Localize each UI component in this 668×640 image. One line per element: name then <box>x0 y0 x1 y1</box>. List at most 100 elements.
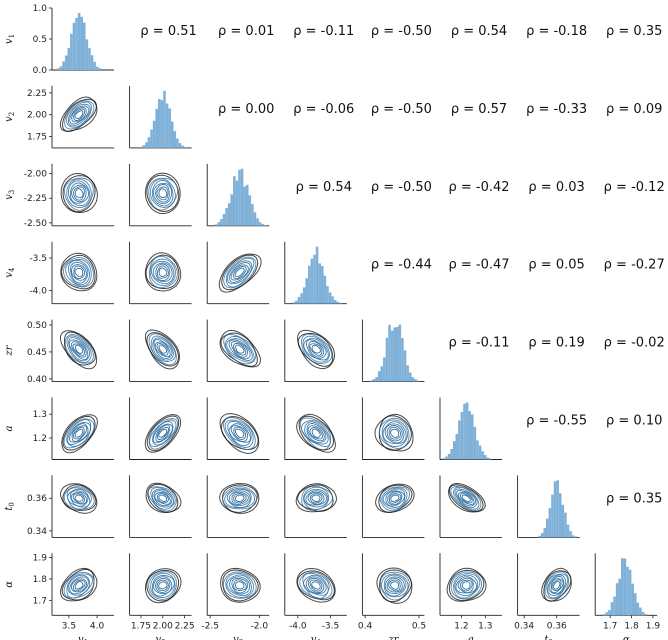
histogram-bar <box>385 337 389 382</box>
y-tick-label: 0.34 <box>27 527 47 537</box>
y-tick-label: 1.7 <box>33 596 47 606</box>
kde-contour <box>548 575 565 595</box>
x-tick-label: 0.36 <box>547 621 567 631</box>
histogram-panel <box>439 397 502 460</box>
contour-panel: 0.4 0.5 zr <box>358 553 426 640</box>
kde-contour <box>454 488 478 509</box>
y-tick-label: -4.0 <box>29 287 47 297</box>
correlation-label: ρ = -0.42 <box>448 180 509 195</box>
kde-contour <box>61 254 96 290</box>
kde-contour <box>231 341 249 358</box>
correlation-label: ρ = 0.10 <box>606 414 662 429</box>
contour-panel <box>284 397 347 460</box>
histogram-bar <box>220 219 223 226</box>
kde-contour <box>152 337 174 361</box>
x-tick-label: 0.4 <box>358 621 373 631</box>
histogram-bar <box>633 593 637 616</box>
kde-contour <box>387 491 403 506</box>
histogram-bar <box>305 278 309 304</box>
kde-contour <box>379 571 410 601</box>
y-axis-label: v2 <box>4 112 16 122</box>
kde-contour <box>226 260 253 285</box>
histogram-bar <box>233 176 236 226</box>
histogram-bar <box>546 518 549 538</box>
histogram-bar <box>85 39 89 70</box>
kde-contour <box>149 258 176 287</box>
histogram-bar <box>473 426 477 460</box>
histogram-bar <box>297 296 301 304</box>
histogram-bar <box>538 535 541 538</box>
kde-contour <box>152 262 173 283</box>
kde-contour <box>302 572 330 599</box>
kde-contour <box>303 488 329 508</box>
contour-panel: 1.7 1.8 1.9 3.5 4.0v1 α <box>4 553 114 640</box>
kde-contour <box>148 255 178 289</box>
kde-contour <box>61 98 98 132</box>
y-tick-label: 0.5 <box>33 35 47 45</box>
correlation-label: ρ = 0.00 <box>218 102 274 117</box>
histogram-bar <box>623 558 627 616</box>
contour-panel: -4.0 -3.5 v4 <box>4 241 114 305</box>
kde-contour <box>155 424 171 442</box>
kde-contour <box>158 428 168 438</box>
correlation-label: ρ = -0.18 <box>526 24 587 39</box>
kde-contour <box>223 417 256 450</box>
histogram-panel <box>284 241 347 305</box>
histogram-bar <box>408 372 412 382</box>
histogram-bar <box>318 263 321 304</box>
kde-contour <box>547 574 567 596</box>
kde-contour <box>228 490 251 507</box>
kde-contour <box>448 569 485 601</box>
kde-contour <box>223 334 257 365</box>
kde-contour <box>456 490 477 507</box>
kde-contour <box>453 486 480 510</box>
histogram-bar <box>478 445 482 460</box>
kde-contour <box>390 428 400 438</box>
contour-panel <box>206 241 270 305</box>
y-tick-label: 1.0 <box>33 4 48 14</box>
histogram-bar <box>326 286 329 304</box>
histogram-bar <box>489 458 492 460</box>
contour-panel: 0.40 0.45 0.50 zr <box>4 319 114 385</box>
y-tick-label: -2.00 <box>24 170 48 180</box>
kde-contour <box>219 413 260 454</box>
kde-contour <box>59 567 98 602</box>
y-axis-label: a <box>4 425 15 431</box>
histogram-bar <box>442 458 446 460</box>
x-axis-label: α <box>623 634 630 640</box>
histogram-bar <box>98 68 102 70</box>
correlation-label: ρ = -0.12 <box>604 180 665 195</box>
kde-contour <box>228 423 251 443</box>
histogram-bar <box>67 47 71 70</box>
histogram-bar <box>621 558 624 616</box>
contour-panel <box>361 475 425 538</box>
histogram-bar <box>561 504 565 538</box>
kde-contour <box>296 570 335 601</box>
kde-contour <box>233 265 247 280</box>
kde-contour <box>153 490 173 507</box>
kde-contour <box>446 567 487 602</box>
kde-contour <box>233 579 247 591</box>
kde-contour <box>146 332 180 367</box>
kde-contour <box>378 484 413 513</box>
kde-contour <box>72 343 85 356</box>
kde-contour <box>306 423 327 443</box>
histogram-bar <box>75 17 78 70</box>
kde-contour <box>450 571 482 600</box>
kde-contour <box>390 494 400 502</box>
kde-contour <box>385 490 405 507</box>
histogram-bar <box>551 494 554 538</box>
kde-contour <box>311 428 321 438</box>
histogram-bar <box>388 324 391 382</box>
contour-panel: 0.34 0.36 t0 <box>4 475 114 538</box>
kde-contour <box>375 483 415 513</box>
correlation-label: ρ = 0.51 <box>140 24 196 39</box>
histogram-bar <box>222 214 226 226</box>
correlation-label: ρ = -0.50 <box>371 24 432 39</box>
x-axis-label: v4 <box>311 634 322 640</box>
kde-contour <box>150 572 176 598</box>
histogram-bar <box>543 528 547 538</box>
kde-contour <box>226 338 253 361</box>
kde-contour <box>63 571 95 599</box>
correlation-label: ρ = 0.09 <box>606 102 662 117</box>
